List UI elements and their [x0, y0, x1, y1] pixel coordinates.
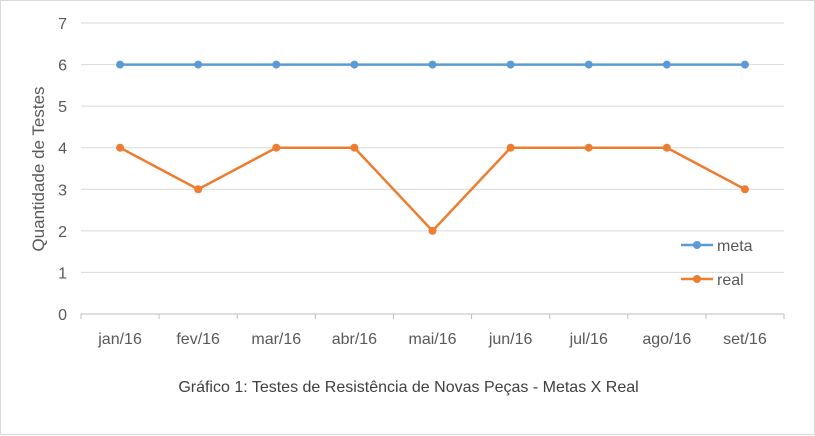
data-point	[662, 60, 671, 69]
x-tick-label: mar/16	[251, 331, 301, 348]
legend-label: meta	[717, 238, 753, 255]
data-point	[506, 143, 515, 152]
data-point	[506, 60, 515, 69]
gridlines	[81, 22, 784, 273]
y-tick-label: 1	[58, 265, 67, 282]
y-tick-label: 5	[58, 99, 67, 116]
data-point	[194, 60, 203, 69]
y-tick-label: 4	[58, 141, 67, 158]
data-point	[272, 143, 281, 152]
y-tick-label: 2	[58, 224, 67, 241]
y-tick-label: 3	[58, 182, 67, 199]
y-axis-title: Quantidade de Testes	[29, 86, 48, 251]
axes: 0 1 2 3 4 5 6 7 jan/16 fev/16 mar/16 abr/16 mai/16 ju…	[58, 16, 785, 348]
data-point	[662, 143, 671, 152]
chart-caption: Gráfico 1: Testes de Resistência de Nova…	[178, 379, 639, 396]
data-point	[428, 60, 437, 69]
series-real	[116, 143, 749, 235]
data-point	[350, 143, 359, 152]
data-point	[428, 226, 437, 235]
legend-marker	[693, 241, 701, 249]
data-point	[584, 143, 593, 152]
legend: meta real	[681, 238, 753, 289]
data-point	[116, 60, 125, 69]
legend-marker	[693, 275, 701, 283]
data-point	[194, 185, 203, 194]
x-tick-label: jan/16	[97, 331, 142, 348]
x-tick-label: jul/16	[569, 331, 608, 348]
x-tick-label: abr/16	[332, 331, 377, 348]
series	[116, 60, 749, 235]
x-tick-label: ago/16	[642, 331, 691, 348]
data-point	[584, 60, 593, 69]
series-meta	[116, 60, 749, 69]
y-tick-label: 7	[58, 16, 67, 33]
legend-label: real	[717, 272, 744, 289]
data-point	[350, 60, 359, 69]
data-point	[740, 185, 749, 194]
data-point	[272, 60, 281, 69]
x-tick-label: jun/16	[488, 331, 533, 348]
data-point	[116, 143, 125, 152]
data-point	[740, 60, 749, 69]
x-tick-label: mai/16	[408, 331, 456, 348]
x-tick-label: set/16	[723, 331, 767, 348]
legend-entry-real: real	[681, 272, 744, 289]
y-tick-label: 0	[58, 307, 67, 324]
legend-entry-meta: meta	[681, 238, 753, 255]
x-tick-label: fev/16	[176, 331, 220, 348]
y-tick-label: 6	[58, 58, 67, 75]
